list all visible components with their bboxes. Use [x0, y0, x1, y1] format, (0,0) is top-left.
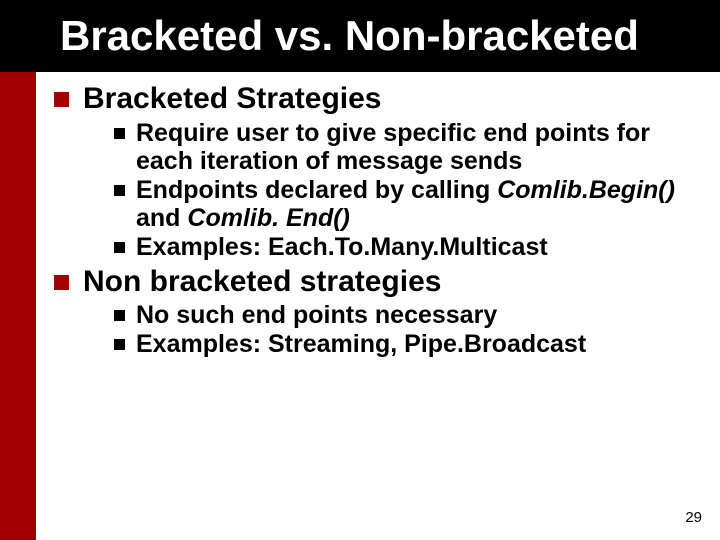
- bullet-square-icon: [114, 339, 125, 350]
- list-item: Examples: Streaming, Pipe.Broadcast: [114, 330, 694, 358]
- bullet-square-icon: [114, 310, 125, 321]
- page-number: 29: [685, 509, 702, 526]
- code-ref: Comlib.Begin(): [497, 176, 675, 204]
- item-text: Require user to give specific end points…: [136, 119, 694, 175]
- bullet-square-icon: [114, 242, 125, 253]
- item-text: No such end points necessary: [136, 301, 497, 329]
- slide-content: Bracketed Strategies Require user to giv…: [54, 78, 694, 359]
- title-bar: Bracketed vs. Non-bracketed: [0, 0, 720, 72]
- list-item: Examples: Each.To.Many.Multicast: [114, 233, 694, 261]
- section-heading: Non bracketed strategies: [54, 265, 694, 300]
- item-text: Examples: Each.To.Many.Multicast: [136, 233, 548, 261]
- bullet-square-icon: [114, 185, 125, 196]
- bullet-square-icon: [54, 275, 69, 290]
- text-run: and: [136, 204, 187, 232]
- bullet-square-icon: [54, 92, 69, 107]
- item-text: Examples: Streaming, Pipe.Broadcast: [136, 330, 586, 358]
- list-item: Require user to give specific end points…: [114, 119, 694, 175]
- section-heading: Bracketed Strategies: [54, 82, 694, 117]
- list-item: Endpoints declared by calling Comlib.Beg…: [114, 176, 694, 232]
- list-item: No such end points necessary: [114, 301, 694, 329]
- code-ref: Comlib. End(): [187, 204, 349, 232]
- item-text: Endpoints declared by calling Comlib.Beg…: [136, 176, 694, 232]
- text-run: Endpoints declared by calling: [136, 176, 497, 204]
- left-accent-stripe: [0, 0, 36, 540]
- heading-text: Non bracketed strategies: [83, 265, 441, 300]
- bullet-square-icon: [114, 128, 125, 139]
- heading-text: Bracketed Strategies: [83, 82, 381, 117]
- slide-title: Bracketed vs. Non-bracketed: [60, 12, 639, 60]
